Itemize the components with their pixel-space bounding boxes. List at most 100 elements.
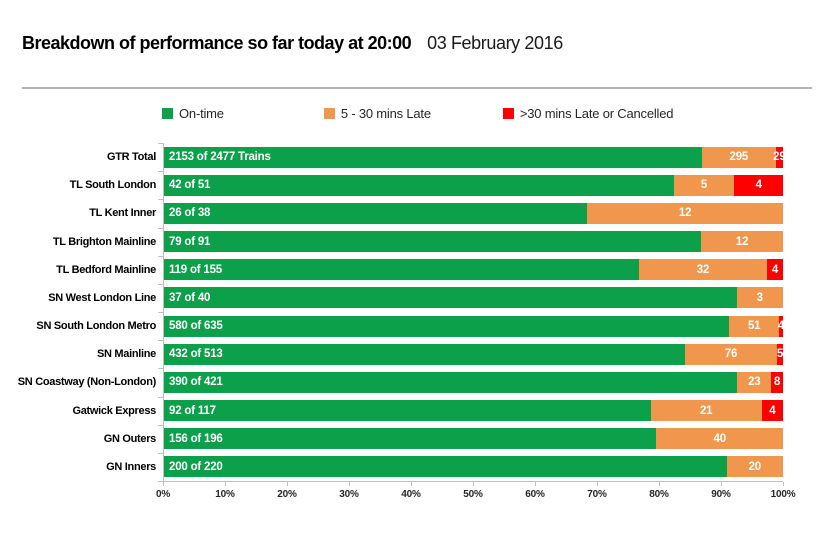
segment-value-label: 390 of 421 bbox=[169, 376, 223, 389]
category-axis-tick bbox=[158, 143, 163, 144]
report-date: 03 February 2016 bbox=[427, 33, 563, 53]
segment-value-label: 4 bbox=[777, 320, 785, 333]
on-time-segment: 79 of 91 bbox=[163, 231, 702, 253]
category-axis-tick bbox=[158, 199, 163, 201]
legend-label: 5 - 30 mins Late bbox=[340, 106, 431, 121]
segment-value-label: 37 of 40 bbox=[169, 291, 211, 304]
late-segment: 23 bbox=[737, 371, 772, 393]
x-axis-tick-label: 90% bbox=[711, 489, 731, 500]
late-segment: 76 bbox=[685, 343, 777, 365]
x-axis-tick bbox=[473, 482, 474, 486]
category-axis-tick bbox=[158, 312, 163, 313]
segment-value-label: 8 bbox=[773, 376, 781, 389]
x-axis-tick-label: 70% bbox=[587, 489, 607, 500]
chart-row: TL Kent Inner 26 of 38 12 bbox=[0, 199, 830, 227]
segment-value-label: 12 bbox=[678, 207, 692, 220]
x-axis-tick-label: 60% bbox=[525, 489, 545, 500]
segment-value-label: 12 bbox=[735, 235, 749, 248]
x-axis-tick bbox=[597, 482, 598, 486]
percent-axis: 0% 10% 20% 30% 40% 50% 60% 70% 80% 90% 100% bbox=[156, 481, 796, 506]
category-axis-tick bbox=[158, 424, 163, 426]
segment-value-label: 26 of 38 bbox=[169, 207, 211, 220]
late-segment: 32 bbox=[639, 259, 767, 281]
x-axis-tick bbox=[287, 482, 288, 486]
late-segment: 3 bbox=[736, 287, 783, 309]
row-label: TL Brighton Mainline bbox=[52, 235, 156, 248]
on-time-segment: 580 of 635 bbox=[163, 315, 730, 337]
segment-value-label: 119 of 155 bbox=[169, 263, 222, 276]
bar-track: 26 of 38 12 bbox=[163, 202, 783, 224]
on-time-segment: 92 of 117 bbox=[163, 400, 651, 422]
chart-row: SN South London Metro 580 of 635 51 4 bbox=[0, 312, 830, 340]
segment-value-label: 2153 of 2477 Trains bbox=[169, 151, 271, 164]
x-axis-tick-label: 40% bbox=[401, 489, 421, 500]
on-time-segment: 432 of 513 bbox=[163, 343, 686, 365]
row-label: SN South London Metro bbox=[36, 320, 156, 333]
very-late-segment: 5 bbox=[776, 343, 784, 365]
segment-value-label: 32 bbox=[696, 263, 710, 276]
row-label: Gatwick Express bbox=[72, 404, 156, 417]
bar-track: 37 of 40 3 bbox=[163, 287, 783, 309]
on-time-segment: 37 of 40 bbox=[163, 287, 737, 309]
segment-value-label: 40 bbox=[713, 432, 727, 445]
late-segment: 12 bbox=[701, 231, 783, 253]
x-axis-tick bbox=[163, 482, 164, 486]
bar-track: 79 of 91 12 bbox=[163, 231, 783, 253]
on-time-swatch-icon bbox=[162, 108, 173, 119]
x-axis-tick bbox=[349, 482, 350, 486]
category-axis-line bbox=[163, 143, 164, 481]
chart-row: GN Inners 200 of 220 20 bbox=[0, 453, 830, 481]
very-late-segment: 4 bbox=[761, 400, 783, 422]
chart-row: SN Coastway (Non-London) 390 of 421 23 8 bbox=[0, 368, 830, 396]
category-axis-tick bbox=[158, 227, 163, 229]
segment-value-label: 5 bbox=[700, 179, 708, 192]
on-time-segment: 156 of 196 bbox=[163, 428, 657, 450]
segment-value-label: 76 bbox=[724, 348, 738, 361]
on-time-segment: 42 of 51 bbox=[163, 174, 674, 196]
late-segment: 21 bbox=[650, 400, 762, 422]
segment-value-label: 580 of 635 bbox=[169, 320, 223, 333]
very-late-swatch-icon bbox=[502, 108, 514, 119]
segment-value-label: 295 bbox=[729, 151, 749, 164]
chart-legend: On-time 5 - 30 mins Late >30 mins Late o… bbox=[0, 106, 673, 121]
chart-rows: GTR Total 2153 of 2477 Trains 295 29 TL Sout… bbox=[0, 143, 830, 481]
category-axis-tick bbox=[158, 452, 163, 454]
late-segment: 40 bbox=[656, 428, 783, 450]
segment-value-label: 3 bbox=[756, 291, 763, 304]
segment-value-label: 51 bbox=[747, 320, 761, 333]
x-axis-tick-label: 0% bbox=[155, 489, 171, 500]
very-late-segment: 4 bbox=[734, 174, 783, 196]
segment-value-label: 23 bbox=[748, 376, 761, 389]
row-label: SN Coastway (Non-London) bbox=[17, 376, 157, 389]
x-axis-tick-label: 80% bbox=[649, 489, 669, 500]
late-swatch-icon bbox=[323, 108, 335, 119]
late-segment: 12 bbox=[587, 202, 783, 224]
bar-track: 580 of 635 51 4 bbox=[163, 315, 785, 337]
x-axis-tick-label: 50% bbox=[463, 489, 483, 500]
category-axis-tick bbox=[158, 283, 163, 285]
segment-value-label: 156 of 196 bbox=[169, 432, 223, 445]
header: Breakdown of performance so far today at… bbox=[22, 33, 563, 54]
segment-value-label: 29 bbox=[773, 151, 786, 164]
bar-track: 156 of 196 40 bbox=[163, 428, 783, 450]
segment-value-label: 4 bbox=[769, 404, 776, 417]
bar-track: 432 of 513 76 5 bbox=[163, 343, 784, 365]
on-time-segment: 200 of 220 bbox=[163, 456, 727, 478]
row-label: TL Kent Inner bbox=[89, 207, 156, 220]
bar-track: 200 of 220 20 bbox=[163, 456, 783, 478]
on-time-segment: 2153 of 2477 Trains bbox=[163, 146, 702, 168]
row-label: SN Mainline bbox=[96, 348, 156, 361]
x-axis-tick-label: 30% bbox=[339, 489, 359, 500]
on-time-segment: 119 of 155 bbox=[163, 259, 639, 281]
bar-track: 42 of 51 5 4 bbox=[163, 174, 783, 196]
chart-row: Gatwick Express 92 of 117 21 4 bbox=[0, 397, 830, 425]
very-late-segment: 29 bbox=[773, 146, 786, 168]
segment-value-label: 5 bbox=[776, 348, 784, 361]
chart-row: SN West London Line 37 of 40 3 bbox=[0, 284, 830, 312]
row-label: GTR Total bbox=[106, 151, 156, 164]
x-axis-tick bbox=[721, 482, 722, 486]
legend-label: On-time bbox=[179, 106, 224, 121]
page-title: Breakdown of performance so far today at… bbox=[22, 33, 412, 53]
category-axis-tick bbox=[158, 171, 163, 173]
x-axis-tick bbox=[535, 482, 536, 486]
